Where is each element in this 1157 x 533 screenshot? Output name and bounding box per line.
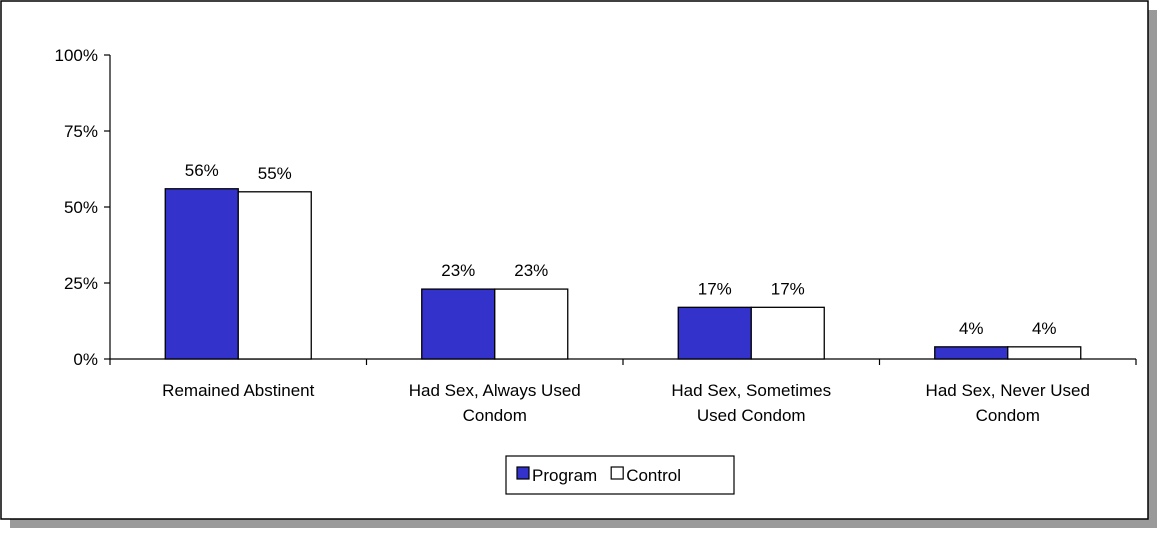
data-label: 55%	[258, 164, 292, 183]
bar-control-1	[494, 288, 569, 360]
y-tick-label: 0%	[73, 350, 98, 369]
category-label: Had Sex, Always Used	[409, 381, 581, 400]
bar-program-0	[164, 188, 239, 360]
category-label: Condom	[976, 406, 1040, 425]
category-label: Used Condom	[697, 406, 806, 425]
data-label: 56%	[185, 161, 219, 180]
category-label: Remained Abstinent	[162, 381, 314, 400]
data-label: 17%	[771, 279, 805, 298]
legend-label: Control	[626, 466, 681, 485]
legend-label: Program	[532, 466, 597, 485]
bar-control-3	[1007, 346, 1082, 360]
category-label: Had Sex, Never Used	[926, 381, 1090, 400]
legend-swatch-control	[610, 466, 624, 480]
bar-control-0	[237, 191, 312, 360]
y-tick-label: 75%	[64, 122, 98, 141]
bar-program-2	[677, 306, 752, 360]
bar-program-3	[934, 346, 1009, 360]
data-label: 17%	[698, 279, 732, 298]
y-tick-label: 50%	[64, 198, 98, 217]
bar-program-1	[421, 288, 496, 360]
data-label: 23%	[514, 261, 548, 280]
y-tick-label: 25%	[64, 274, 98, 293]
y-tick-label: 100%	[55, 46, 98, 65]
category-label: Condom	[463, 406, 527, 425]
category-label: Had Sex, Sometimes	[671, 381, 831, 400]
data-label: 4%	[959, 319, 984, 338]
legend-swatch-program	[516, 466, 530, 480]
bar-control-2	[750, 306, 825, 360]
data-label: 4%	[1032, 319, 1057, 338]
data-label: 23%	[441, 261, 475, 280]
